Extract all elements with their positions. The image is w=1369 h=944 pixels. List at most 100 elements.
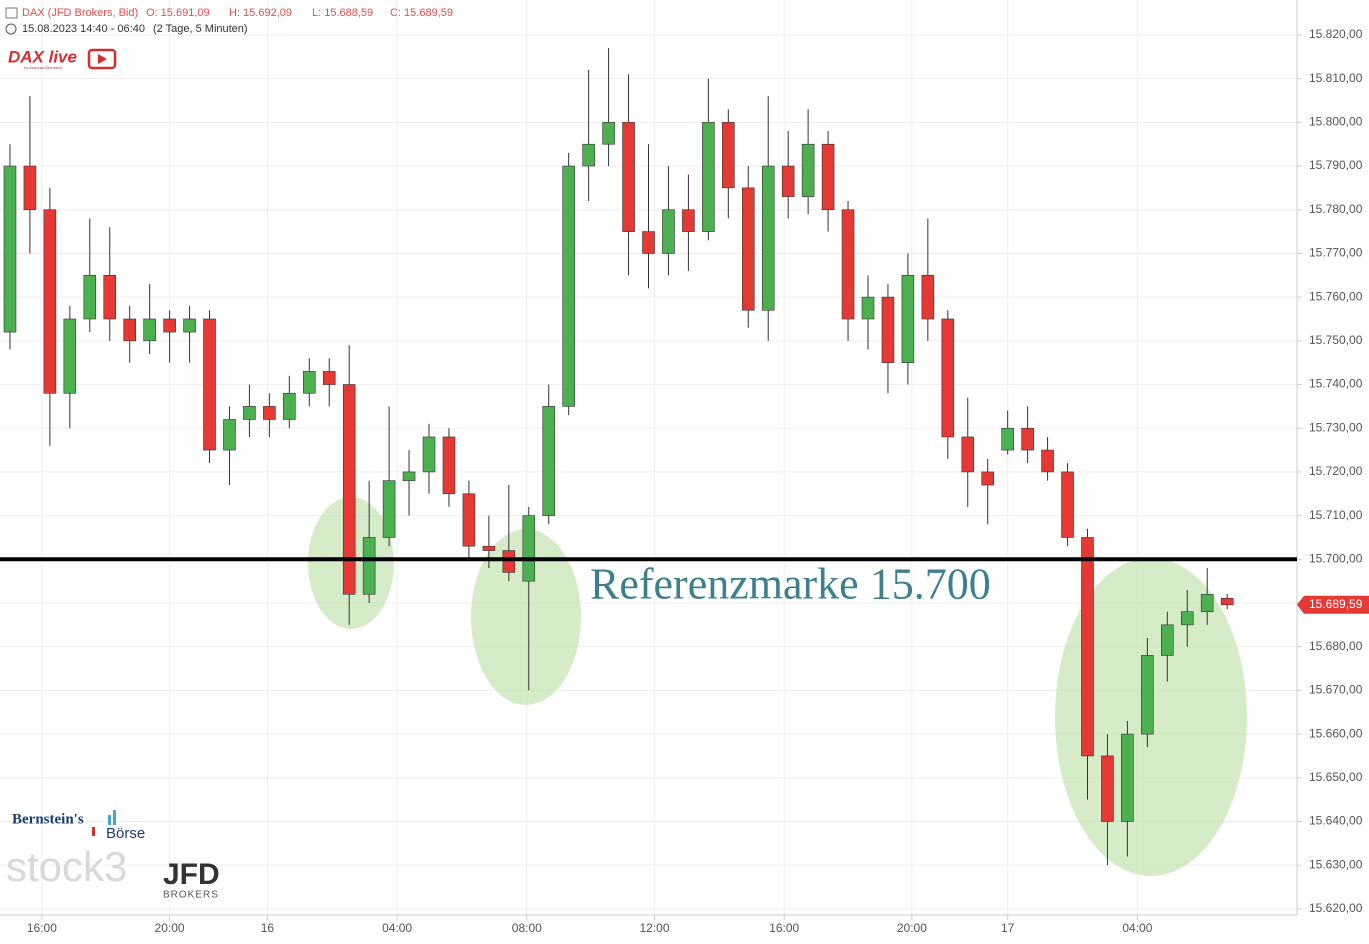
candle-body xyxy=(43,209,57,394)
candle-body xyxy=(1141,655,1154,735)
candle-body xyxy=(183,318,196,333)
x-tick-label: 08:00 xyxy=(512,921,542,935)
reference-label: Referenzmarke 15.700 xyxy=(590,559,991,608)
candle-body xyxy=(821,143,835,211)
x-tick-label: 04:00 xyxy=(1122,921,1152,935)
candle-body xyxy=(362,537,376,595)
candle-body xyxy=(482,545,496,551)
y-tick-label: 15.760,00 xyxy=(1309,289,1363,303)
candle-body xyxy=(3,165,17,333)
clock-icon xyxy=(5,23,17,35)
candle-body xyxy=(382,480,396,538)
candle-body xyxy=(1161,624,1174,656)
candle-body xyxy=(203,318,216,451)
candle-body xyxy=(143,318,156,342)
ohlc-close: C: 15.689,59 xyxy=(390,7,453,19)
candle-body xyxy=(283,392,296,420)
ohlc-open: O: 15.691,09 xyxy=(146,7,210,19)
x-tick-label: 04:00 xyxy=(382,921,412,935)
jfd-logo: JFD xyxy=(163,858,220,891)
candle-body xyxy=(1021,427,1034,451)
logo-bar xyxy=(113,810,116,825)
candle-body xyxy=(981,471,995,486)
y-tick-label: 15.670,00 xyxy=(1309,683,1363,697)
candle-body xyxy=(502,550,516,573)
candle-body xyxy=(881,296,895,363)
y-tick-label: 15.800,00 xyxy=(1309,115,1363,129)
instrument: DAX (JFD Brokers, Bid) xyxy=(22,7,138,19)
y-tick-label: 15.790,00 xyxy=(1309,158,1363,172)
candle-body xyxy=(961,436,975,473)
candle-body xyxy=(422,436,436,473)
candle-body xyxy=(662,209,675,254)
play-icon xyxy=(98,54,107,64)
candle-body xyxy=(642,231,655,254)
y-tick-label: 15.750,00 xyxy=(1309,333,1363,347)
x-tick-label: 17 xyxy=(1001,921,1015,935)
candle-body xyxy=(522,515,536,582)
candle-body xyxy=(63,318,77,394)
last-price-tag xyxy=(1297,595,1369,614)
y-tick-label: 15.620,00 xyxy=(1309,901,1363,915)
y-tick-label: 15.780,00 xyxy=(1309,202,1363,216)
overlay: 15.620,00 15.630,00 15.640,00 15.650,00 15.6… xyxy=(0,27,1369,935)
candle-body xyxy=(781,165,795,197)
time-range: 15.08.2023 14:40 - 06:40 xyxy=(22,23,145,35)
candle-body xyxy=(1041,449,1054,473)
candle-body xyxy=(1220,597,1234,606)
x-tick-label: 12:00 xyxy=(639,921,669,935)
candle-body xyxy=(622,122,635,232)
candle-body xyxy=(921,274,935,320)
candle-body xyxy=(103,274,117,320)
candle-body xyxy=(801,143,815,197)
y-tick-label: 15.770,00 xyxy=(1309,246,1363,260)
candle-body xyxy=(342,384,356,595)
header: DAX (JFD Brokers, Bid) O: 15.691,09 H: 1… xyxy=(5,7,453,35)
stock3-logo: stock3 xyxy=(6,843,127,890)
x-tick-label: 20:00 xyxy=(897,921,927,935)
candle-body xyxy=(722,122,735,189)
y-tick-label: 15.660,00 xyxy=(1309,726,1363,740)
x-tick-label: 16:00 xyxy=(27,921,57,935)
candle-body xyxy=(682,209,695,232)
y-tick-label: 15.640,00 xyxy=(1309,814,1363,828)
candle-body xyxy=(123,318,136,342)
candle-body xyxy=(442,436,456,495)
y-tick-label: 15.730,00 xyxy=(1309,420,1363,434)
candle-body xyxy=(1001,427,1014,451)
y-tick-label: 15.630,00 xyxy=(1309,857,1363,871)
candle-body xyxy=(1081,537,1094,757)
candle-body xyxy=(223,419,236,451)
candle-body xyxy=(941,318,955,438)
candle-body xyxy=(841,209,855,320)
x-tick-label: 20:00 xyxy=(155,921,185,935)
candle-body xyxy=(741,187,755,311)
candle-body xyxy=(243,406,256,420)
candle-body xyxy=(263,406,276,420)
candles xyxy=(3,48,1234,866)
candle-body xyxy=(901,274,915,363)
candle-body xyxy=(761,165,775,311)
logo-bar xyxy=(108,815,111,825)
candle-body xyxy=(542,406,556,516)
candle-body xyxy=(602,122,615,145)
boerse-logo: Börse xyxy=(106,825,145,842)
candle-body xyxy=(83,274,97,320)
candle-body xyxy=(1200,593,1214,613)
candle-body xyxy=(562,165,575,407)
y-tick-label: 15.740,00 xyxy=(1309,377,1363,391)
y-tick-label: 15.820,00 xyxy=(1309,27,1363,41)
ohlc-low: L: 15.688,59 xyxy=(312,7,373,19)
y-tick-label: 15.700,00 xyxy=(1309,551,1363,565)
candle-body xyxy=(163,318,176,333)
x-tick-label: 16:00 xyxy=(769,921,799,935)
candle-body xyxy=(1180,611,1194,626)
candle-body xyxy=(302,371,316,394)
candle-icon xyxy=(5,7,18,19)
y-tick-label: 15.680,00 xyxy=(1309,639,1363,653)
dax-live-by: by Andreas Bernstein xyxy=(24,65,62,70)
candle-body xyxy=(861,296,875,320)
candle-body xyxy=(582,143,595,167)
logo-bar xyxy=(92,827,95,836)
